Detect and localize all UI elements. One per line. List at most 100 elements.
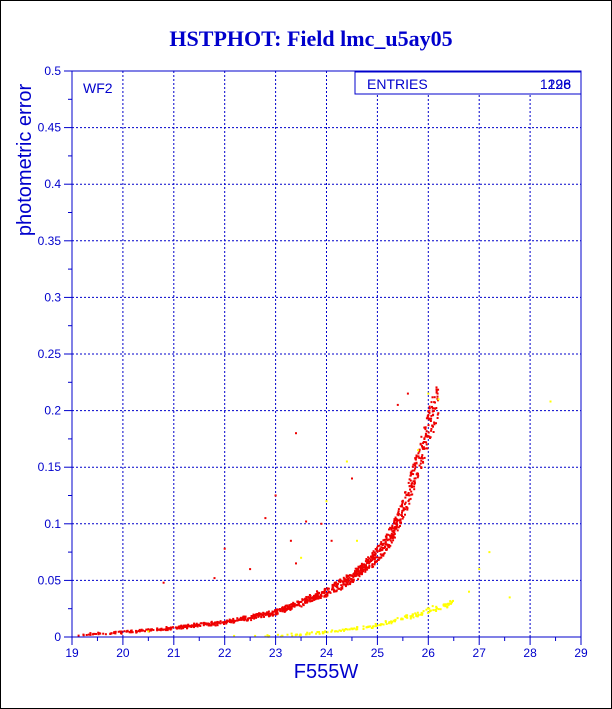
scatter-point [353,574,356,577]
x-tick-label: 24 [320,646,334,660]
scatter-point [345,583,347,586]
scatter-point [345,576,348,579]
scatter-point [295,432,297,435]
scatter-point [348,574,351,577]
scatter-point [367,566,370,569]
scatter-point [415,461,418,464]
scatter-point [429,417,432,420]
scatter-point [426,416,429,419]
scatter-point [414,458,417,461]
scatter-point [114,632,117,635]
y-tick-label: 0.05 [38,573,62,587]
scatter-point [128,631,131,634]
scatter-point [393,527,396,530]
scatter-point [176,627,179,629]
scatter-point [275,613,278,616]
scatter-point [187,623,190,626]
scatter-point [290,605,293,608]
scatter-point [393,521,395,524]
scatter-point [351,477,353,480]
scatter-point [288,604,291,607]
scatter-point [373,563,376,566]
scatter-point [297,601,300,604]
scatter-point [237,618,240,621]
scatter-point [281,610,284,613]
scatter-point [370,556,373,559]
scatter-point [330,630,333,633]
scatter-point [247,618,250,621]
scatter-point [442,604,445,607]
scatter-point [396,617,399,620]
scatter-point [254,634,257,637]
scatter-point [328,591,331,593]
scatter-point [379,549,381,552]
scatter-point [135,630,138,633]
scatter-point [417,474,420,477]
scatter-point [423,441,426,443]
scatter-point [427,431,430,434]
scatter-point [264,517,267,520]
scatter-point [248,617,251,620]
scatter-point [416,611,419,614]
scatter-point [393,533,396,536]
scatter-point [357,574,360,577]
scatter-point [409,497,412,500]
scatter-point [379,553,382,556]
scatter-point [290,603,293,606]
scatter-point [145,628,148,631]
y-axis-label: photometric error [14,84,36,237]
scatter-point [405,614,408,617]
scatter-point [275,610,278,613]
scatter-point [367,559,369,561]
scatter-point [378,624,381,627]
scatter-point [223,547,226,550]
scatter-point [373,558,376,561]
scatter-point [362,570,365,573]
scatter-point [401,517,404,520]
scatter-point [267,610,270,613]
scatter-point [384,538,387,541]
scatter-point [347,580,350,583]
scatter-point [204,622,207,625]
chart-title: HSTPHOT: Field lmc_u5ay05 [169,26,452,51]
scatter-point [337,582,339,585]
scatter-point [424,428,427,431]
scatter-point [406,392,409,395]
scatter-point [370,555,372,558]
scatter-point [142,629,144,632]
scatter-point [366,568,369,571]
scatter-point [311,599,314,602]
scatter-point [169,627,172,630]
scatter-point [308,594,311,596]
scatter-point [451,601,453,604]
scatter-point [431,410,434,413]
scatter-point [406,507,409,510]
scatter-point [424,435,427,438]
scatter-point [449,600,452,603]
scatter-point [253,614,256,617]
scatter-point [428,407,431,410]
scatter-point [435,388,438,391]
scatter-point [478,568,481,571]
scatter-point [408,494,411,497]
scatter-point [189,625,192,628]
scatter-point [284,605,287,608]
scatter-point [327,587,330,590]
scatter-point [262,612,265,615]
scatter-point [425,608,428,611]
scatter-point [120,630,123,633]
scatter-point [287,607,290,610]
scatter-point [394,522,397,525]
scatter-point [276,633,279,636]
scatter-point [334,585,337,588]
y-tick-label: 0.45 [38,121,62,135]
scatter-point [371,626,374,629]
x-tick-label: 21 [167,646,181,660]
scatter-point [363,564,366,567]
scatter-point [374,553,377,556]
scatter-point [216,624,219,627]
scatter-point [396,513,399,516]
scatter-point [286,604,289,607]
scatter-point [263,615,265,618]
scatter-point [408,478,411,481]
